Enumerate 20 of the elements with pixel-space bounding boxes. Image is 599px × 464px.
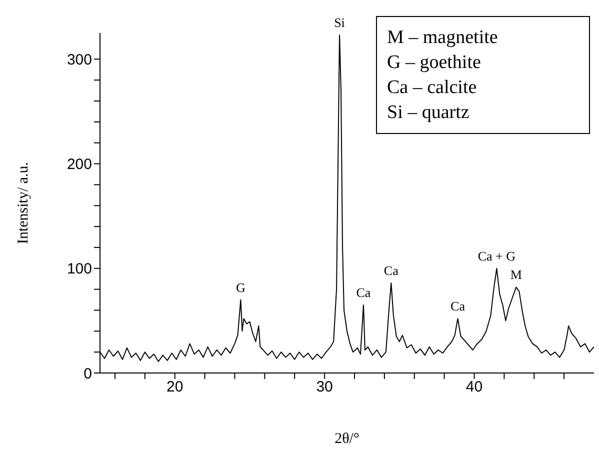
x-tick-label: 30 xyxy=(316,378,333,396)
annotation: G – goethite xyxy=(387,51,482,75)
y-axis-title: Intensity/ a.u. xyxy=(15,162,32,244)
annotation: Ca xyxy=(384,263,399,278)
annotation: Si – quartz xyxy=(387,101,470,125)
x-axis-title: 2θ/° xyxy=(334,431,360,447)
annotation: Ca – calcite xyxy=(387,76,478,100)
y-tick-label: 200 xyxy=(66,156,92,174)
annotation: M – magnetite xyxy=(387,26,499,50)
annotation: Si xyxy=(334,15,346,30)
annotation: G xyxy=(236,280,246,295)
annotation: Ca xyxy=(450,298,466,314)
y-tick-label: 300 xyxy=(66,51,92,68)
annotation: M xyxy=(510,267,522,282)
y-tick-label: 0 xyxy=(84,365,92,382)
x-tick-label: 40 xyxy=(466,378,483,396)
annotation: Ca xyxy=(356,285,371,300)
annotation: Ca + G xyxy=(478,248,516,264)
x-tick-label: 20 xyxy=(166,378,184,396)
y-tick-label: 100 xyxy=(66,260,92,278)
